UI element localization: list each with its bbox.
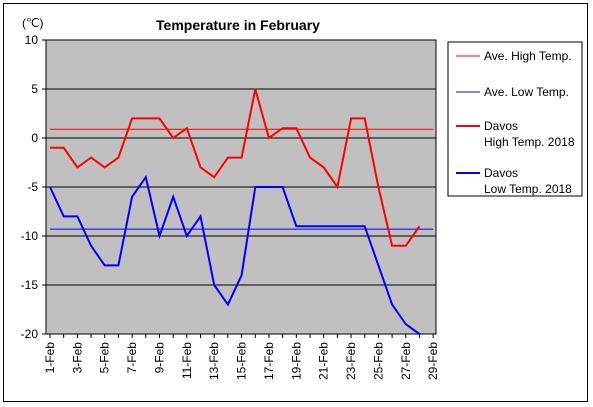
legend-label-3: High Temp. 2018 xyxy=(484,135,575,149)
x-tick-label: 11-Feb xyxy=(180,342,194,379)
x-tick-label: 15-Feb xyxy=(235,342,249,380)
x-tick-label: 29-Feb xyxy=(426,342,440,380)
y-tick-label: 10 xyxy=(25,33,39,47)
y-axis-unit-label: (℃) xyxy=(22,16,43,30)
y-tick-label: -5 xyxy=(27,180,38,194)
x-tick-label: 7-Feb xyxy=(125,342,139,374)
x-tick-label: 19-Feb xyxy=(289,342,303,380)
legend-label-1: Ave. High Temp. xyxy=(484,49,572,63)
y-tick-label: 0 xyxy=(31,131,38,145)
y-tick-label: -20 xyxy=(21,327,39,341)
y-tick-label: -15 xyxy=(21,278,39,292)
x-tick-label: 5-Feb xyxy=(98,342,112,374)
series-line-3 xyxy=(50,88,421,247)
x-tick-label: 25-Feb xyxy=(371,342,385,380)
legend-label-3: Davos xyxy=(484,119,518,133)
temperature-chart: Temperature in February (℃) 10 5 0 -5 -10 -15… xyxy=(21,16,583,380)
series-line-4 xyxy=(49,174,421,335)
y-tick-label: 5 xyxy=(31,82,38,96)
y-tick-label: -10 xyxy=(21,229,39,243)
legend-box xyxy=(447,41,583,197)
x-tick-label: 27-Feb xyxy=(399,342,413,380)
x-tick-label: 21-Feb xyxy=(317,342,331,380)
x-tick-label: 13-Feb xyxy=(207,342,221,380)
x-tick-label: 23-Feb xyxy=(344,342,358,380)
x-tick-label: 9-Feb xyxy=(152,342,166,374)
legend-label-4: Low Temp. 2018 xyxy=(484,182,572,196)
legend: Ave. High Temp. Ave. Low Temp. Davos High T… xyxy=(447,41,583,197)
plot-area: 10 5 0 -5 -10 -15 -20 1-Feb 3-Feb 5-Feb 7-Feb 9-Feb… xyxy=(21,33,441,380)
chart-title: Temperature in February xyxy=(156,17,320,33)
legend-label-2: Ave. Low Temp. xyxy=(484,85,569,99)
legend-label-4: Davos xyxy=(484,166,518,180)
x-tick-label: 17-Feb xyxy=(262,342,276,380)
x-tick-label: 3-Feb xyxy=(70,342,84,374)
x-tick-label: 1-Feb xyxy=(43,342,57,374)
chart-frame: Temperature in February (℃) 10 5 0 -5 -10 -15… xyxy=(3,3,588,402)
